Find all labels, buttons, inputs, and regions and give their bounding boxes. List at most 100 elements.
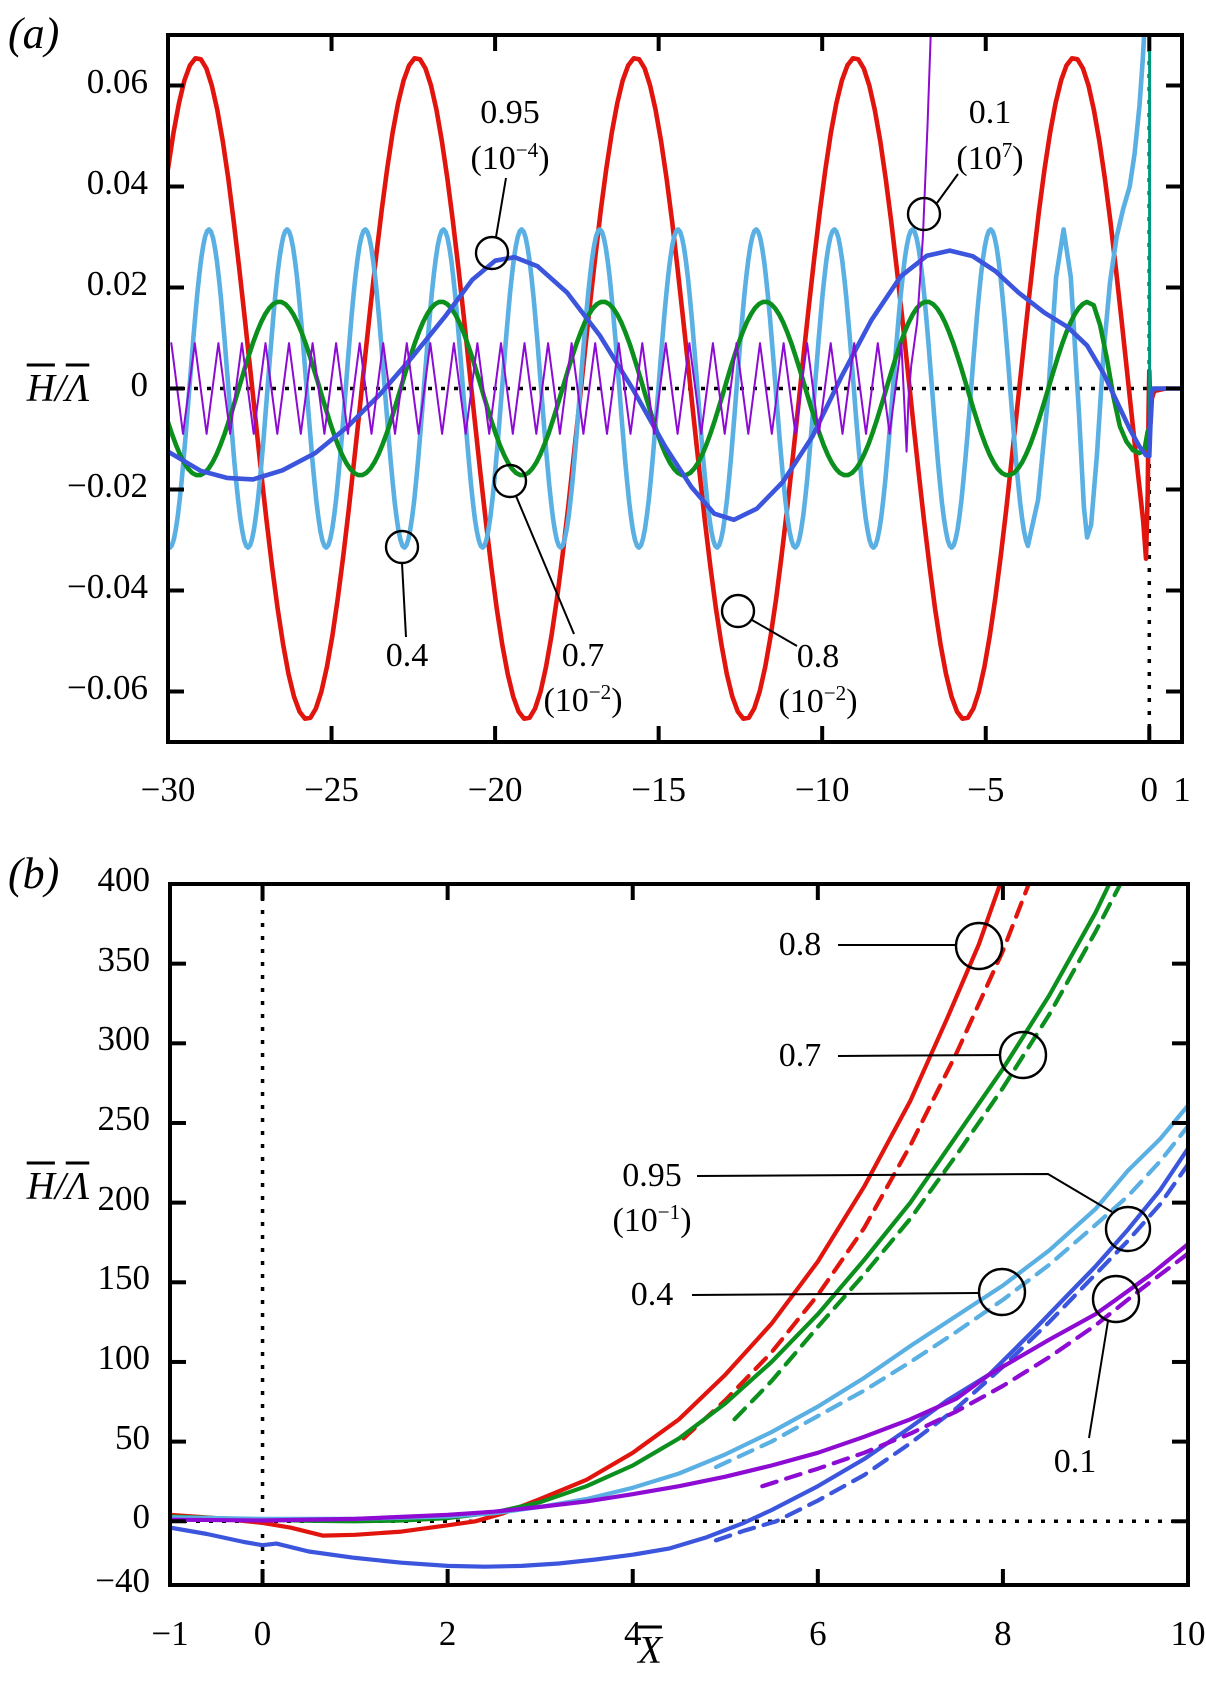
annotation-scale-label: (10−2) bbox=[778, 680, 858, 721]
series-0.8-solid-curve bbox=[170, 884, 1003, 1538]
annotation-leader-line bbox=[751, 619, 798, 647]
x-tick-label: 4 bbox=[623, 1614, 642, 1653]
panel-b-x-axis-title: X bbox=[638, 1628, 662, 1673]
panel-b-label: (b) bbox=[8, 849, 60, 898]
x-tick-label: 1 bbox=[1173, 770, 1191, 809]
x-tick-label: 0 bbox=[253, 1614, 272, 1653]
x-tick-label: −5 bbox=[967, 770, 1005, 809]
y-tick-label: 0 bbox=[130, 364, 149, 404]
y-tick-label: −0.06 bbox=[67, 667, 148, 707]
ylabel-numerator: H bbox=[26, 1164, 55, 1208]
y-tick-label: −40 bbox=[95, 1561, 150, 1600]
annotation-value-label: 0.8 bbox=[796, 638, 840, 675]
x-tick-label: −30 bbox=[140, 770, 196, 809]
annotation-leader-line bbox=[1088, 1320, 1109, 1439]
annotation-marker-circle bbox=[384, 529, 420, 565]
annotation-marker-circle bbox=[492, 463, 528, 499]
series-0.95-solid-curve bbox=[168, 248, 1182, 523]
annotation-marker-circle bbox=[1091, 1274, 1141, 1324]
y-tick-label: 50 bbox=[115, 1417, 150, 1457]
annotation-scale-exponent: 7 bbox=[1001, 137, 1013, 162]
series-0.95-solid-curve bbox=[170, 1146, 1188, 1569]
series-0.1-solid-curve bbox=[170, 1242, 1188, 1523]
x-tick-label: 0 bbox=[1140, 770, 1159, 809]
annotation-scale-exponent: −4 bbox=[515, 137, 539, 162]
annotation-scale-exponent: −2 bbox=[588, 679, 612, 704]
annotation-marker-circle bbox=[998, 1030, 1048, 1080]
series-0.7-solid-curve bbox=[168, 299, 1152, 478]
x-tick-label: −20 bbox=[467, 770, 523, 809]
plot-area bbox=[170, 884, 1188, 1585]
series-0.8-solid-curve bbox=[168, 56, 1168, 721]
annotation-marker-circle bbox=[474, 235, 510, 271]
plot-area bbox=[168, 35, 1182, 742]
xlabel-letter: X bbox=[638, 1628, 662, 1672]
annotation-value-label: 0.7 bbox=[778, 1037, 822, 1074]
x-tick-label: 8 bbox=[994, 1614, 1012, 1653]
panel-a-label: (a) bbox=[8, 9, 60, 58]
annotation-marker-circle bbox=[906, 196, 942, 232]
annotation-scale-label: (10−2) bbox=[543, 679, 623, 720]
series-0.7-dashed-curve bbox=[732, 884, 1123, 1422]
annotation-value-label: 0.1 bbox=[1053, 1443, 1097, 1480]
x-tick-label: −1 bbox=[151, 1614, 189, 1653]
y-tick-label: 350 bbox=[97, 939, 151, 979]
annotation-leader-line bbox=[495, 177, 507, 238]
annotation-value-label: 0.1 bbox=[968, 94, 1012, 131]
series-0.4-dashed-curve bbox=[713, 1124, 1188, 1470]
y-tick-label: 250 bbox=[97, 1098, 151, 1138]
annotation-value-label: 0.4 bbox=[630, 1276, 674, 1313]
annotation-value-label: 0.8 bbox=[778, 926, 822, 963]
ylabel-numerator: H bbox=[26, 366, 55, 410]
annotation-scale-label: (10−4) bbox=[470, 137, 550, 178]
annotation-marker-circle bbox=[720, 593, 756, 629]
y-tick-label: 400 bbox=[97, 860, 151, 899]
x-tick-label: −10 bbox=[794, 770, 850, 809]
annotation-leader-line bbox=[696, 1172, 1113, 1213]
y-tick-label: 150 bbox=[97, 1258, 151, 1298]
annotation-leader-line bbox=[401, 562, 407, 638]
series-0.1-dashed-curve bbox=[760, 1251, 1188, 1489]
series-0.1-solid-curve bbox=[170, 35, 932, 453]
ylabel-denominator: Λ bbox=[65, 366, 90, 410]
annotation-value-label: 0.4 bbox=[385, 637, 429, 674]
annotation-leader-line bbox=[837, 1054, 1001, 1057]
panel-b-y-axis-title: H/Λ bbox=[27, 1164, 90, 1209]
annotation-scale-exponent: −2 bbox=[823, 680, 847, 705]
annotation-scale-exponent: −1 bbox=[657, 1199, 681, 1224]
y-tick-label: 300 bbox=[97, 1019, 151, 1059]
annotation-value-label: 0.7 bbox=[561, 637, 605, 674]
annotation-leader-line bbox=[936, 173, 959, 204]
annotation-marker-circle bbox=[977, 1267, 1027, 1317]
annotation-scale-label: (107) bbox=[956, 137, 1024, 178]
y-tick-label: 200 bbox=[97, 1178, 151, 1218]
annotation-value-label: 0.95 bbox=[622, 1157, 682, 1194]
annotation-leader-line bbox=[515, 495, 575, 635]
x-tick-label: 2 bbox=[438, 1614, 457, 1653]
x-tick-label: 10 bbox=[1170, 1614, 1206, 1653]
ylabel-slash: / bbox=[54, 366, 66, 410]
y-tick-label: 0.02 bbox=[86, 263, 148, 303]
series-0.8-dashed-curve bbox=[681, 884, 1031, 1441]
y-tick-label: 0 bbox=[132, 1497, 151, 1537]
panel-a-svg bbox=[166, 33, 1184, 744]
panel-a-y-axis-title: H/Λ bbox=[27, 366, 90, 411]
x-tick-label: −25 bbox=[304, 770, 359, 809]
y-tick-label: 100 bbox=[97, 1337, 151, 1377]
y-tick-label: 0.06 bbox=[86, 61, 148, 101]
series-0.95-dashed-curve bbox=[713, 1162, 1188, 1543]
ylabel-slash: / bbox=[54, 1164, 66, 1208]
y-tick-label: 0.04 bbox=[86, 162, 148, 202]
y-tick-label: −0.04 bbox=[67, 566, 148, 606]
x-tick-label: 6 bbox=[809, 1614, 827, 1653]
y-tick-label: −0.02 bbox=[67, 465, 148, 505]
annotation-leader-line bbox=[691, 1292, 980, 1296]
x-tick-label: −15 bbox=[631, 770, 687, 809]
annotation-marker-circle bbox=[1104, 1205, 1152, 1253]
annotation-scale-label: (10−1) bbox=[612, 1199, 692, 1240]
ylabel-denominator: Λ bbox=[65, 1164, 90, 1208]
annotation-marker-circle bbox=[954, 921, 1004, 971]
plot-frame bbox=[168, 882, 1190, 1587]
